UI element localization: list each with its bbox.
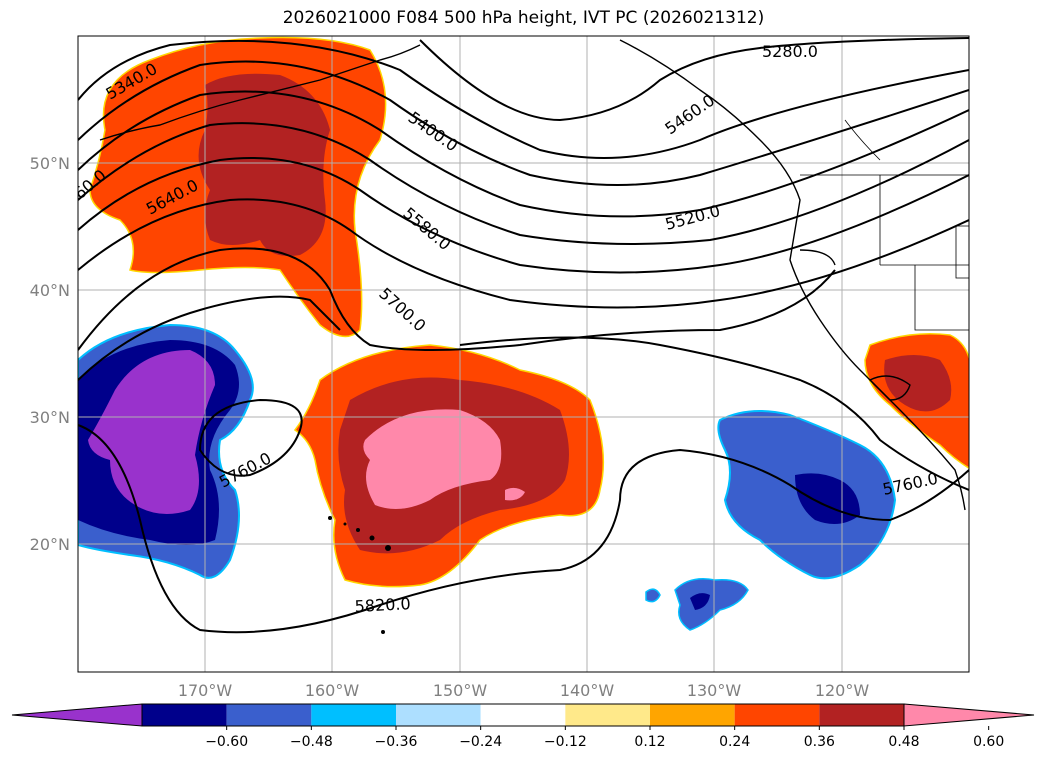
lon-labels: 170°W 160°W 150°W 140°W 130°W 120°W <box>178 681 870 700</box>
colorbar-segment <box>142 704 227 726</box>
islands <box>328 516 391 634</box>
ivt-positive-central <box>293 344 605 588</box>
colorbar-tick-label: −0.60 <box>205 734 248 750</box>
borders <box>800 119 969 331</box>
lon-label-150w: 150°W <box>433 681 488 700</box>
colorbar-tick-label: 0.12 <box>634 734 665 750</box>
height-contours <box>78 37 969 634</box>
colorbar-segment <box>226 704 312 726</box>
map-frame <box>77 35 970 673</box>
colorbar-extend-high <box>903 703 1035 727</box>
contour-label-5280: 5280.0 <box>762 42 818 61</box>
lon-label-120w: 120°W <box>815 681 870 700</box>
contour-label-5820: 5820.0 <box>354 594 411 616</box>
lat-label-20n: 20°N <box>30 535 70 554</box>
colorbar-tick-label: −0.12 <box>544 734 587 750</box>
colorbar-tick-label: 0.48 <box>888 734 919 750</box>
map-panel: 5280.0 5340.0 5400.0 5460.0 5520.0 5580.… <box>78 36 969 672</box>
colorbar-extend-low <box>11 703 143 727</box>
colorbar-segment <box>396 704 481 726</box>
ivt-negative-west <box>78 323 254 579</box>
lon-label-140w: 140°W <box>560 681 615 700</box>
map-title: 2026021000 F084 500 hPa height, IVT PC (… <box>282 8 765 28</box>
colorbar-segment <box>311 704 396 726</box>
colorbar-segment <box>734 704 820 726</box>
colorbar-segment <box>819 704 904 726</box>
colorbar-segment <box>650 704 735 726</box>
colorbar-tick-label: −0.36 <box>375 734 418 750</box>
gridlines <box>78 36 969 672</box>
colorbar-tick-label: 0.36 <box>804 734 835 750</box>
colorbar-segment <box>565 704 650 726</box>
lat-label-30n: 30°N <box>30 408 70 427</box>
lat-labels: 50°N 40°N 30°N 20°N <box>30 154 70 554</box>
colorbar-tick-label: 0.60 <box>973 734 1004 750</box>
colorbar-tick-label: −0.48 <box>290 734 333 750</box>
lat-label-40n: 40°N <box>30 281 70 300</box>
ivt-positive-nw <box>89 36 387 338</box>
lon-label-130w: 130°W <box>687 681 742 700</box>
colorbar-frame <box>141 703 905 727</box>
lon-label-170w: 170°W <box>178 681 233 700</box>
colorbar: −0.60 −0.48 −0.36 −0.24 −0.12 0.12 0.24 0.36 0.4… <box>11 703 1035 750</box>
colorbar-tick-label: −0.24 <box>459 734 502 750</box>
colorbar-tick-label: 0.24 <box>719 734 750 750</box>
colorbar-segment <box>480 704 566 726</box>
lat-label-50n: 50°N <box>30 154 70 173</box>
lon-label-160w: 160°W <box>305 681 360 700</box>
